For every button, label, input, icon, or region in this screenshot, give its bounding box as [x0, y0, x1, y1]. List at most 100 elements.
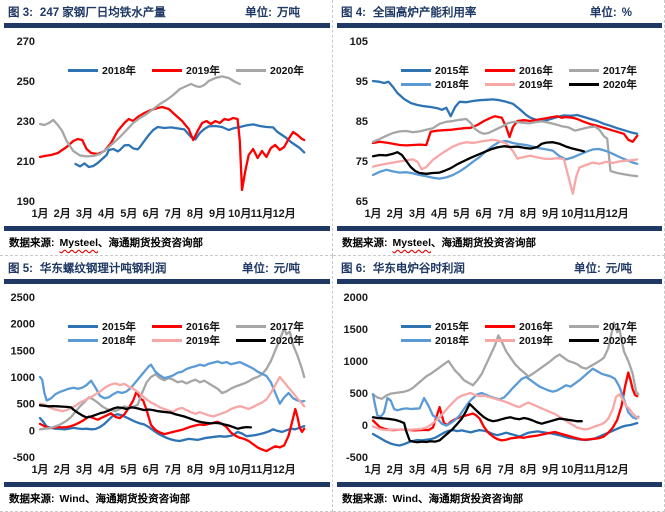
legend-label: 2018年	[435, 334, 469, 347]
figure-title: 华东电炉谷时利润	[372, 263, 465, 275]
figure-number: 图 6:	[341, 263, 366, 275]
legend-swatch	[569, 324, 599, 328]
legend-item-2019年: 2019年	[485, 77, 569, 91]
legend-swatch	[485, 82, 515, 86]
figure-6-panel: 图 6: 华东电炉谷时利润 单位: 元/吨 2015年 2016年 2017年 201…	[333, 256, 665, 512]
y-tick-label: 1500	[344, 324, 368, 336]
y-tick-label: 210	[17, 156, 35, 168]
title-divider-bar	[4, 23, 330, 28]
source-note: 数据来源: Mysteel、海通期货投资咨询部	[4, 231, 332, 250]
x-tick-label: 11月	[584, 207, 607, 220]
x-tick-label: 1月	[31, 207, 48, 220]
source-divider-bar	[337, 482, 662, 487]
x-tick-label: 10月	[561, 207, 584, 220]
legend-swatch	[236, 324, 266, 328]
legend-swatch	[68, 68, 98, 72]
x-tick-label: 5月	[120, 207, 137, 220]
source-note: 数据来源: Wind、海通期货投资咨询部	[337, 487, 664, 506]
x-tick-label: 4月	[98, 463, 115, 476]
legend-label: 2016年	[186, 320, 220, 333]
figure-title-row: 图 4: 全国高炉产能利用率 单位: %	[337, 2, 664, 21]
source-vendor: Wind	[392, 493, 419, 505]
x-tick-label: 3月	[409, 207, 426, 220]
legend-label: 2015年	[435, 64, 469, 77]
x-tick-label: 5月	[453, 463, 470, 476]
legend-label: 2015年	[102, 320, 136, 333]
series-line-2017年	[371, 117, 639, 178]
x-tick-label: 9月	[542, 463, 559, 476]
x-tick-label: 10月	[561, 463, 584, 476]
y-tick-label: 1000	[344, 356, 368, 368]
source-vendor: Mysteel	[392, 237, 432, 249]
series-line-2020年	[371, 402, 583, 444]
legend-swatch	[401, 68, 431, 72]
legend-item-2018年: 2018年	[401, 77, 485, 91]
title-divider-bar	[337, 23, 662, 28]
legend-label: 2018年	[102, 64, 136, 77]
source-suffix: 、海通期货投资咨询部	[431, 237, 537, 249]
x-tick-label: 12月	[606, 207, 629, 220]
y-tick-label: 105	[350, 36, 368, 48]
legend-swatch	[152, 68, 182, 72]
legend-label: 2020年	[603, 334, 637, 347]
series-line-2020年	[38, 404, 253, 430]
legend-label: 2020年	[270, 334, 304, 347]
x-tick-label: 6月	[475, 207, 492, 220]
legend-label: 2017年	[603, 64, 637, 77]
legend: 2018年 2019年 2020年	[68, 63, 326, 77]
y-tick-label: -500	[13, 452, 35, 464]
legend-label: 2016年	[519, 320, 553, 333]
source-note: 数据来源: Mysteel、海通期货投资咨询部	[337, 231, 664, 250]
x-tick-label: 1月	[31, 463, 48, 476]
figure-title-row: 图 3: 247 家钢厂日均铁水产量 单位: 万吨	[4, 2, 332, 21]
legend: 2015年 2016年 2017年 2018年 2019年 2020年	[401, 319, 659, 347]
legend-label: 2018年	[102, 334, 136, 347]
legend-label: 2017年	[270, 320, 304, 333]
x-tick-label: 11月	[584, 463, 607, 476]
x-tick-label: 7月	[165, 463, 182, 476]
y-tick-label: 500	[17, 399, 35, 411]
x-tick-label: 8月	[187, 207, 204, 220]
legend-item-2017年: 2017年	[569, 319, 653, 333]
x-tick-label: 8月	[520, 463, 537, 476]
figure-title: 华东螺纹钢理计吨钢利润	[39, 263, 167, 275]
source-suffix: 、海通期货投资咨询部	[418, 493, 524, 505]
source-suffix: 、海通期货投资咨询部	[98, 237, 204, 249]
y-tick-label: 2500	[11, 292, 35, 304]
unit-value: %	[621, 7, 632, 19]
series-line-2018年	[38, 360, 306, 405]
series-line-2018年	[371, 139, 639, 180]
x-tick-label: 9月	[209, 463, 226, 476]
source-divider-bar	[4, 226, 330, 231]
legend-swatch	[236, 68, 266, 72]
legend-swatch	[68, 324, 98, 328]
x-tick-label: 6月	[475, 463, 492, 476]
legend-swatch	[401, 324, 431, 328]
figure-title: 247 家钢厂日均铁水产量	[39, 7, 166, 19]
title-divider-bar	[4, 279, 330, 284]
x-tick-label: 4月	[431, 463, 448, 476]
source-prefix: 数据来源:	[342, 493, 388, 505]
series-line-2016年	[371, 115, 639, 147]
y-tick-label: 65	[356, 196, 368, 208]
x-tick-label: 1月	[364, 207, 381, 220]
legend-item-2017年: 2017年	[569, 63, 653, 77]
x-tick-label: 5月	[120, 463, 137, 476]
source-prefix: 数据来源:	[342, 237, 388, 249]
x-tick-label: 9月	[209, 207, 226, 220]
legend-swatch	[401, 338, 431, 342]
source-vendor: Wind	[59, 493, 86, 505]
x-tick-label: 3月	[76, 463, 93, 476]
series-line-2020年	[38, 75, 241, 158]
x-tick-label: 6月	[142, 207, 159, 220]
y-tick-label: 500	[350, 388, 368, 400]
series-line-2018年	[371, 367, 640, 427]
legend-item-2019年: 2019年	[152, 63, 236, 77]
legend: 2015年 2016年 2017年 2018年 2019年 2020年	[401, 63, 659, 91]
unit-label: 单位:	[241, 263, 269, 275]
unit-label: 单位:	[245, 7, 272, 19]
x-tick-label: 2月	[54, 463, 71, 476]
x-tick-label: 9月	[542, 207, 559, 220]
